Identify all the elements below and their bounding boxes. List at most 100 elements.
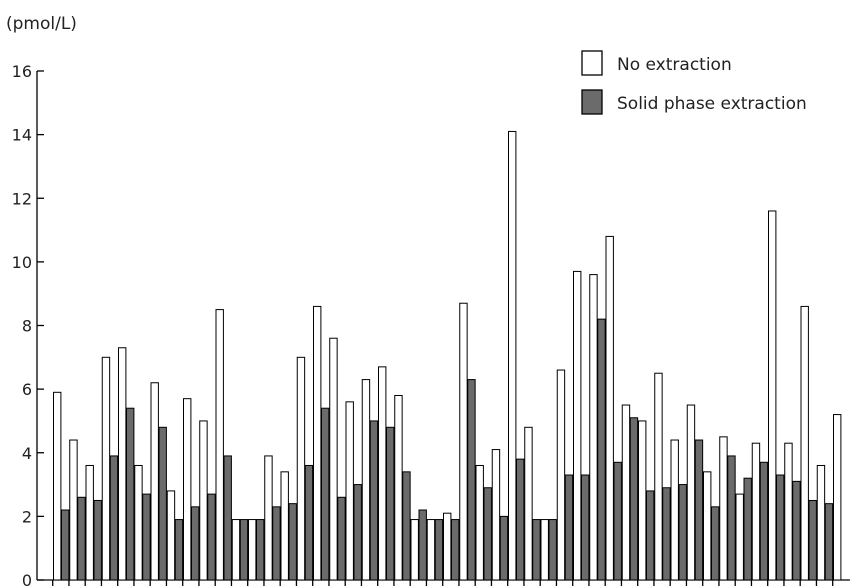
bar-no-extraction <box>686 404 696 581</box>
bar-no-extraction <box>215 309 224 581</box>
bar-solid-phase-extraction <box>207 493 216 581</box>
bar-no-extraction <box>800 305 809 581</box>
bar-solid-phase-extraction <box>386 426 395 581</box>
bar-no-extraction <box>361 379 371 581</box>
bar-solid-phase-extraction <box>256 519 265 581</box>
bar-solid-phase-extraction <box>174 519 184 581</box>
bar-solid-phase-extraction <box>61 509 70 581</box>
bar-solid-phase-extraction <box>662 487 671 581</box>
y-tick-label: 4 <box>22 444 32 463</box>
bar-solid-phase-extraction <box>191 506 200 581</box>
bar-no-extraction <box>816 464 826 581</box>
bar-solid-phase-extraction <box>792 480 801 581</box>
y-tick-label: 10 <box>12 253 32 272</box>
bar-solid-phase-extraction <box>727 455 736 581</box>
bar-no-extraction <box>264 455 273 581</box>
bar-solid-phase-extraction <box>77 496 86 581</box>
bar-no-extraction <box>735 493 744 581</box>
bar-solid-phase-extraction <box>418 509 427 581</box>
y-tick-label: 2 <box>22 507 32 526</box>
bar-solid-phase-extraction <box>597 318 606 581</box>
bar-solid-phase-extraction <box>109 455 119 581</box>
legend: No extraction Solid phase extraction <box>581 50 807 115</box>
y-tick-label: 16 <box>12 62 32 81</box>
bar-no-extraction <box>134 464 143 581</box>
bar-no-extraction <box>491 449 501 581</box>
bar-solid-phase-extraction <box>532 519 541 581</box>
bar-no-extraction <box>85 464 94 581</box>
bar-no-extraction <box>670 439 679 581</box>
bars <box>53 130 842 581</box>
bar-no-extraction <box>248 519 257 581</box>
bar-no-extraction <box>540 519 549 581</box>
bar-no-extraction <box>296 356 306 581</box>
bar-no-extraction <box>150 382 159 581</box>
bar-no-extraction <box>459 302 468 581</box>
bar-no-extraction <box>313 305 322 581</box>
bar-no-extraction <box>443 512 452 581</box>
bar-solid-phase-extraction <box>304 464 314 581</box>
bar-no-extraction <box>426 519 436 581</box>
bar-solid-phase-extraction <box>451 519 460 581</box>
bar-no-extraction <box>199 420 208 581</box>
bar-no-extraction <box>508 130 517 581</box>
y-tick-label: 12 <box>12 189 32 208</box>
bar-solid-phase-extraction <box>93 499 102 581</box>
bar-no-extraction <box>768 210 777 581</box>
bar-no-extraction <box>345 401 354 581</box>
y-tick-label: 14 <box>12 126 32 145</box>
y-tick-label: 6 <box>22 380 32 399</box>
legend-label-solid-phase-extraction: Solid phase extraction <box>617 94 807 114</box>
bar-solid-phase-extraction <box>759 461 769 581</box>
bar-solid-phase-extraction <box>711 506 720 581</box>
bar-no-extraction <box>719 436 728 581</box>
bar-no-extraction <box>378 366 387 581</box>
bar-solid-phase-extraction <box>824 503 834 581</box>
legend-swatch-solid-phase-extraction <box>581 89 603 115</box>
bar-solid-phase-extraction <box>776 474 785 581</box>
bar-no-extraction <box>638 420 647 581</box>
bar-no-extraction <box>329 337 338 581</box>
bar-no-extraction <box>410 519 419 581</box>
bar-no-extraction <box>589 274 598 581</box>
bar-no-extraction <box>556 369 566 581</box>
bar-no-extraction <box>703 471 712 581</box>
bar-no-extraction <box>621 404 631 581</box>
bar-no-extraction <box>654 372 663 581</box>
bar-no-extraction <box>573 270 582 581</box>
bar-no-extraction <box>784 442 793 581</box>
bar-no-extraction <box>231 519 241 581</box>
bar-solid-phase-extraction <box>808 499 817 581</box>
bar-solid-phase-extraction <box>272 506 281 581</box>
bar-solid-phase-extraction <box>548 519 557 581</box>
bar-solid-phase-extraction <box>337 496 346 581</box>
bar-solid-phase-extraction <box>581 474 590 581</box>
bar-no-extraction <box>101 356 111 581</box>
bar-no-extraction <box>475 464 484 581</box>
bar-no-extraction <box>53 391 62 581</box>
bar-solid-phase-extraction <box>483 487 492 581</box>
bar-solid-phase-extraction <box>694 439 704 581</box>
bar-solid-phase-extraction <box>126 407 135 581</box>
bar-no-extraction <box>280 471 289 581</box>
bar-solid-phase-extraction <box>321 407 330 581</box>
bar-no-extraction <box>605 235 614 581</box>
bar-solid-phase-extraction <box>402 471 411 581</box>
bar-no-extraction <box>751 442 761 581</box>
bar-solid-phase-extraction <box>434 519 444 581</box>
bar-solid-phase-extraction <box>353 484 362 581</box>
bar-solid-phase-extraction <box>516 458 525 581</box>
y-tick-label: 8 <box>22 317 32 336</box>
x-axis-ticks <box>52 580 834 586</box>
bar-solid-phase-extraction <box>223 455 232 581</box>
bar-solid-phase-extraction <box>646 490 655 581</box>
bar-no-extraction <box>166 490 176 581</box>
legend-label-no-extraction: No extraction <box>617 55 732 75</box>
bar-no-extraction <box>183 398 192 581</box>
bar-solid-phase-extraction <box>613 461 622 581</box>
bar-solid-phase-extraction <box>467 379 476 581</box>
bar-solid-phase-extraction <box>678 484 687 581</box>
bar-solid-phase-extraction <box>142 493 151 581</box>
bar-solid-phase-extraction <box>158 426 167 581</box>
